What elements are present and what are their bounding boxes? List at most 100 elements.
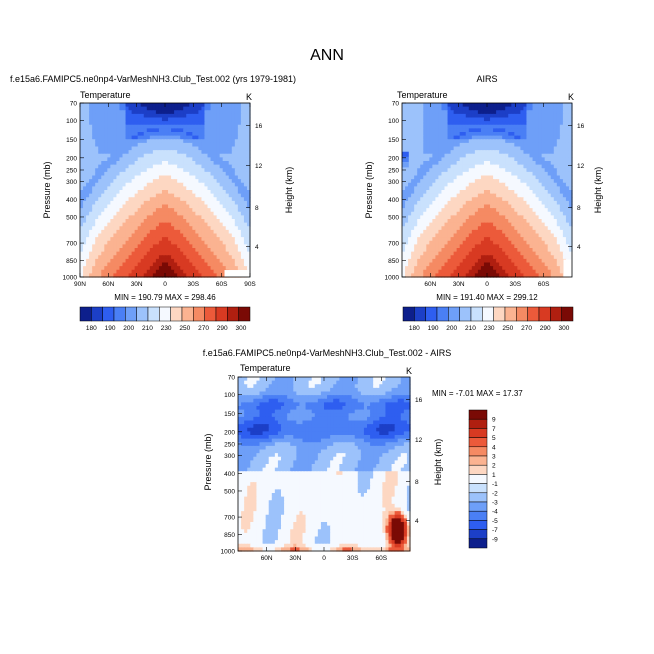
colorbar-swatch (414, 306, 426, 322)
colorbar-swatch (516, 306, 528, 322)
colorbar-swatch (468, 529, 488, 540)
panel-diff-minmax: MIN = -7.01 MAX = 17.37 (432, 389, 523, 398)
colorbar-swatch (504, 306, 517, 322)
x-tick-label: 90N (74, 281, 86, 288)
y-tick-label: 70 (70, 101, 78, 108)
colorbar-label: 5 (492, 435, 496, 442)
colorbar-swatch (425, 306, 438, 322)
y-tick-label: 250 (388, 167, 399, 174)
colorbar-swatch (468, 418, 488, 429)
colorbar-label: -2 (492, 490, 498, 497)
colorbar-label: 300 (559, 325, 570, 332)
x-tick-label: 30S (347, 555, 359, 562)
y2-tick-label: 12 (415, 437, 423, 444)
x-tick-label: 60N (424, 281, 436, 288)
y-tick-label: 100 (224, 392, 235, 399)
y-tick-label: 200 (224, 429, 235, 436)
y2-tick-label: 16 (577, 123, 585, 130)
y-tick-label: 150 (66, 137, 77, 144)
panel-airs-minmax: MIN = 191.40 MAX = 299.12 (436, 293, 538, 302)
colorbar-label: 290 (540, 325, 551, 332)
x-tick-label: 30S (188, 281, 200, 288)
x-tick-label: 90S (244, 281, 256, 288)
y2-tick-label: 8 (255, 205, 259, 212)
colorbar-swatch (470, 306, 483, 322)
y2-tick-label: 12 (577, 163, 585, 170)
x-tick-label: 0 (322, 555, 326, 562)
y-tick-label: 70 (392, 101, 400, 108)
colorbar-label: 9 (492, 417, 496, 424)
colorbar-label: 290 (217, 325, 228, 332)
colorbar-swatch (448, 306, 460, 322)
colorbar-label: 2 (492, 463, 496, 470)
panel-airs-title: AIRS (476, 74, 497, 84)
y-tick-label: 500 (224, 488, 235, 495)
x-tick-label: 60S (538, 281, 550, 288)
colorbar-swatch (102, 306, 115, 322)
colorbar-label: -4 (492, 509, 498, 516)
y-tick-label: 500 (66, 214, 77, 221)
y-tick-label: 1000 (385, 275, 400, 282)
colorbar-label: 270 (198, 325, 209, 332)
panel-model-plot: 70 100 150 200 250 300 400 500 700 850 1000 16 12 8 4 9… (63, 101, 263, 289)
y2-tick-label: 4 (577, 244, 581, 251)
colorbar-swatch (468, 510, 488, 521)
colorbar-swatch (204, 306, 217, 322)
panel-model-left-label: Temperature (80, 90, 131, 100)
colorbar-label: 270 (521, 325, 532, 332)
colorbar-swatch (468, 464, 488, 475)
y-tick-label: 200 (66, 155, 77, 162)
colorbar-swatch (468, 428, 488, 438)
colorbar-swatch (402, 306, 415, 322)
x-tick-label: 0 (163, 281, 167, 288)
colorbar-swatch (136, 306, 149, 322)
x-tick-label: 30S (510, 281, 522, 288)
colorbar-label: 1 (492, 472, 496, 479)
colorbar-swatch (193, 306, 205, 322)
colorbar-label: 230 (484, 325, 495, 332)
colorbar-swatch (125, 306, 137, 322)
colorbar-swatch (561, 306, 574, 322)
panel-model-y2label: Height (km) (284, 167, 294, 214)
colorbar-label: 190 (428, 325, 439, 332)
panel-diff-ylabel: Pressure (mb) (203, 433, 213, 490)
panel-airs-right-label: K (568, 92, 574, 102)
colorbar-label: 250 (179, 325, 190, 332)
y2-tick-label: 16 (415, 397, 423, 404)
y-tick-label: 400 (388, 197, 399, 204)
colorbar-swatch (227, 306, 239, 322)
colorbar-swatch (79, 306, 92, 322)
colorbar-swatch (215, 306, 228, 322)
panel-model-minmax: MIN = 190.79 MAX = 298.46 (114, 293, 216, 302)
colorbar-label: 200 (446, 325, 457, 332)
colorbar-swatch (113, 306, 126, 322)
colorbar-swatch (238, 306, 251, 322)
x-tick-label: 30N (131, 281, 143, 288)
y-tick-label: 850 (224, 532, 235, 539)
panel-airs-ylabel: Pressure (mb) (364, 161, 374, 218)
y-tick-label: 250 (224, 441, 235, 448)
colorbar-swatch (468, 437, 488, 448)
colorbar-swatch (468, 409, 488, 420)
colorbar-swatch (482, 306, 494, 322)
y-tick-label: 850 (66, 258, 77, 265)
colorbar-swatch (468, 538, 488, 549)
colorbar-label: 180 (409, 325, 420, 332)
y-tick-label: 100 (388, 118, 399, 125)
y-tick-label: 100 (66, 118, 77, 125)
x-tick-label: 30N (289, 555, 301, 562)
y-tick-label: 1000 (63, 275, 78, 282)
y-tick-label: 250 (66, 167, 77, 174)
colorbar-label: 4 (492, 444, 496, 451)
y-tick-label: 70 (228, 375, 236, 382)
colorbar-swatch (91, 306, 103, 322)
panel-diff-colorbar: 9 7 5 4 3 2 1 -1 -2 -3 -4 -5 -7 -9 (468, 409, 498, 549)
colorbar-label: -5 (492, 518, 498, 525)
y2-tick-label: 12 (255, 163, 263, 170)
y-tick-label: 300 (224, 453, 235, 460)
y2-tick-label: 8 (415, 479, 419, 486)
y2-tick-label: 16 (255, 123, 263, 130)
y2-tick-label: 4 (255, 244, 259, 251)
colorbar-label: 180 (86, 325, 97, 332)
